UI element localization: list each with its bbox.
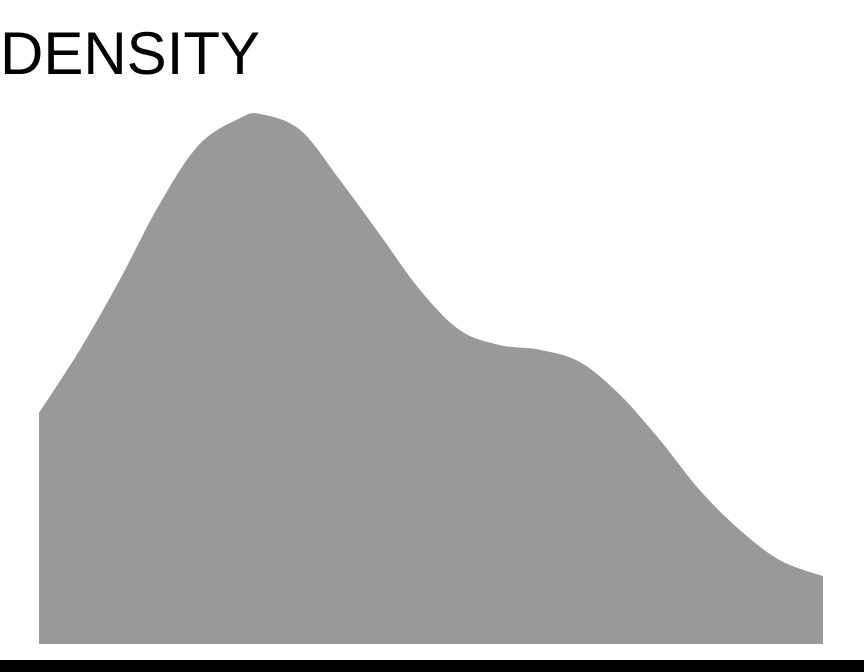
density-area xyxy=(39,113,823,645)
chart-title: DENSITY xyxy=(0,20,260,87)
bottom-bar xyxy=(0,660,864,672)
